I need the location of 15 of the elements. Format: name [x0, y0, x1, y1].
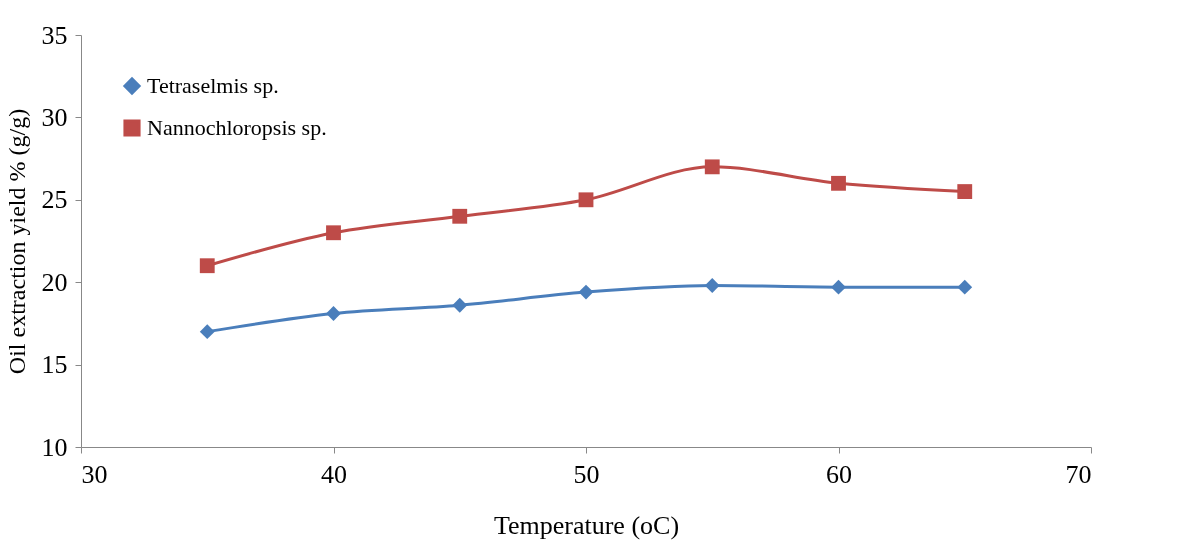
x-tick-label: 40	[321, 459, 347, 489]
y-tick-label: 25	[41, 185, 68, 215]
y-tick-label: 10	[41, 432, 68, 462]
x-axis-title: Temperature (oC)	[493, 510, 680, 540]
y-tick-label: 20	[41, 267, 68, 297]
x-tick-label: 30	[81, 459, 108, 489]
x-tick-label: 60	[826, 459, 852, 489]
legend-label: Tetraselmis sp.	[147, 73, 279, 98]
x-tick-label: 50	[573, 459, 600, 489]
legend-label: Nannochloropsis sp.	[147, 115, 327, 140]
y-tick-label: 30	[41, 102, 68, 132]
y-axis-title: Oil extraction yield % (g/g)	[3, 108, 30, 375]
y-tick-label: 15	[41, 350, 68, 380]
y-tick-label: 35	[41, 20, 68, 50]
x-tick-label: 70	[1065, 459, 1092, 489]
